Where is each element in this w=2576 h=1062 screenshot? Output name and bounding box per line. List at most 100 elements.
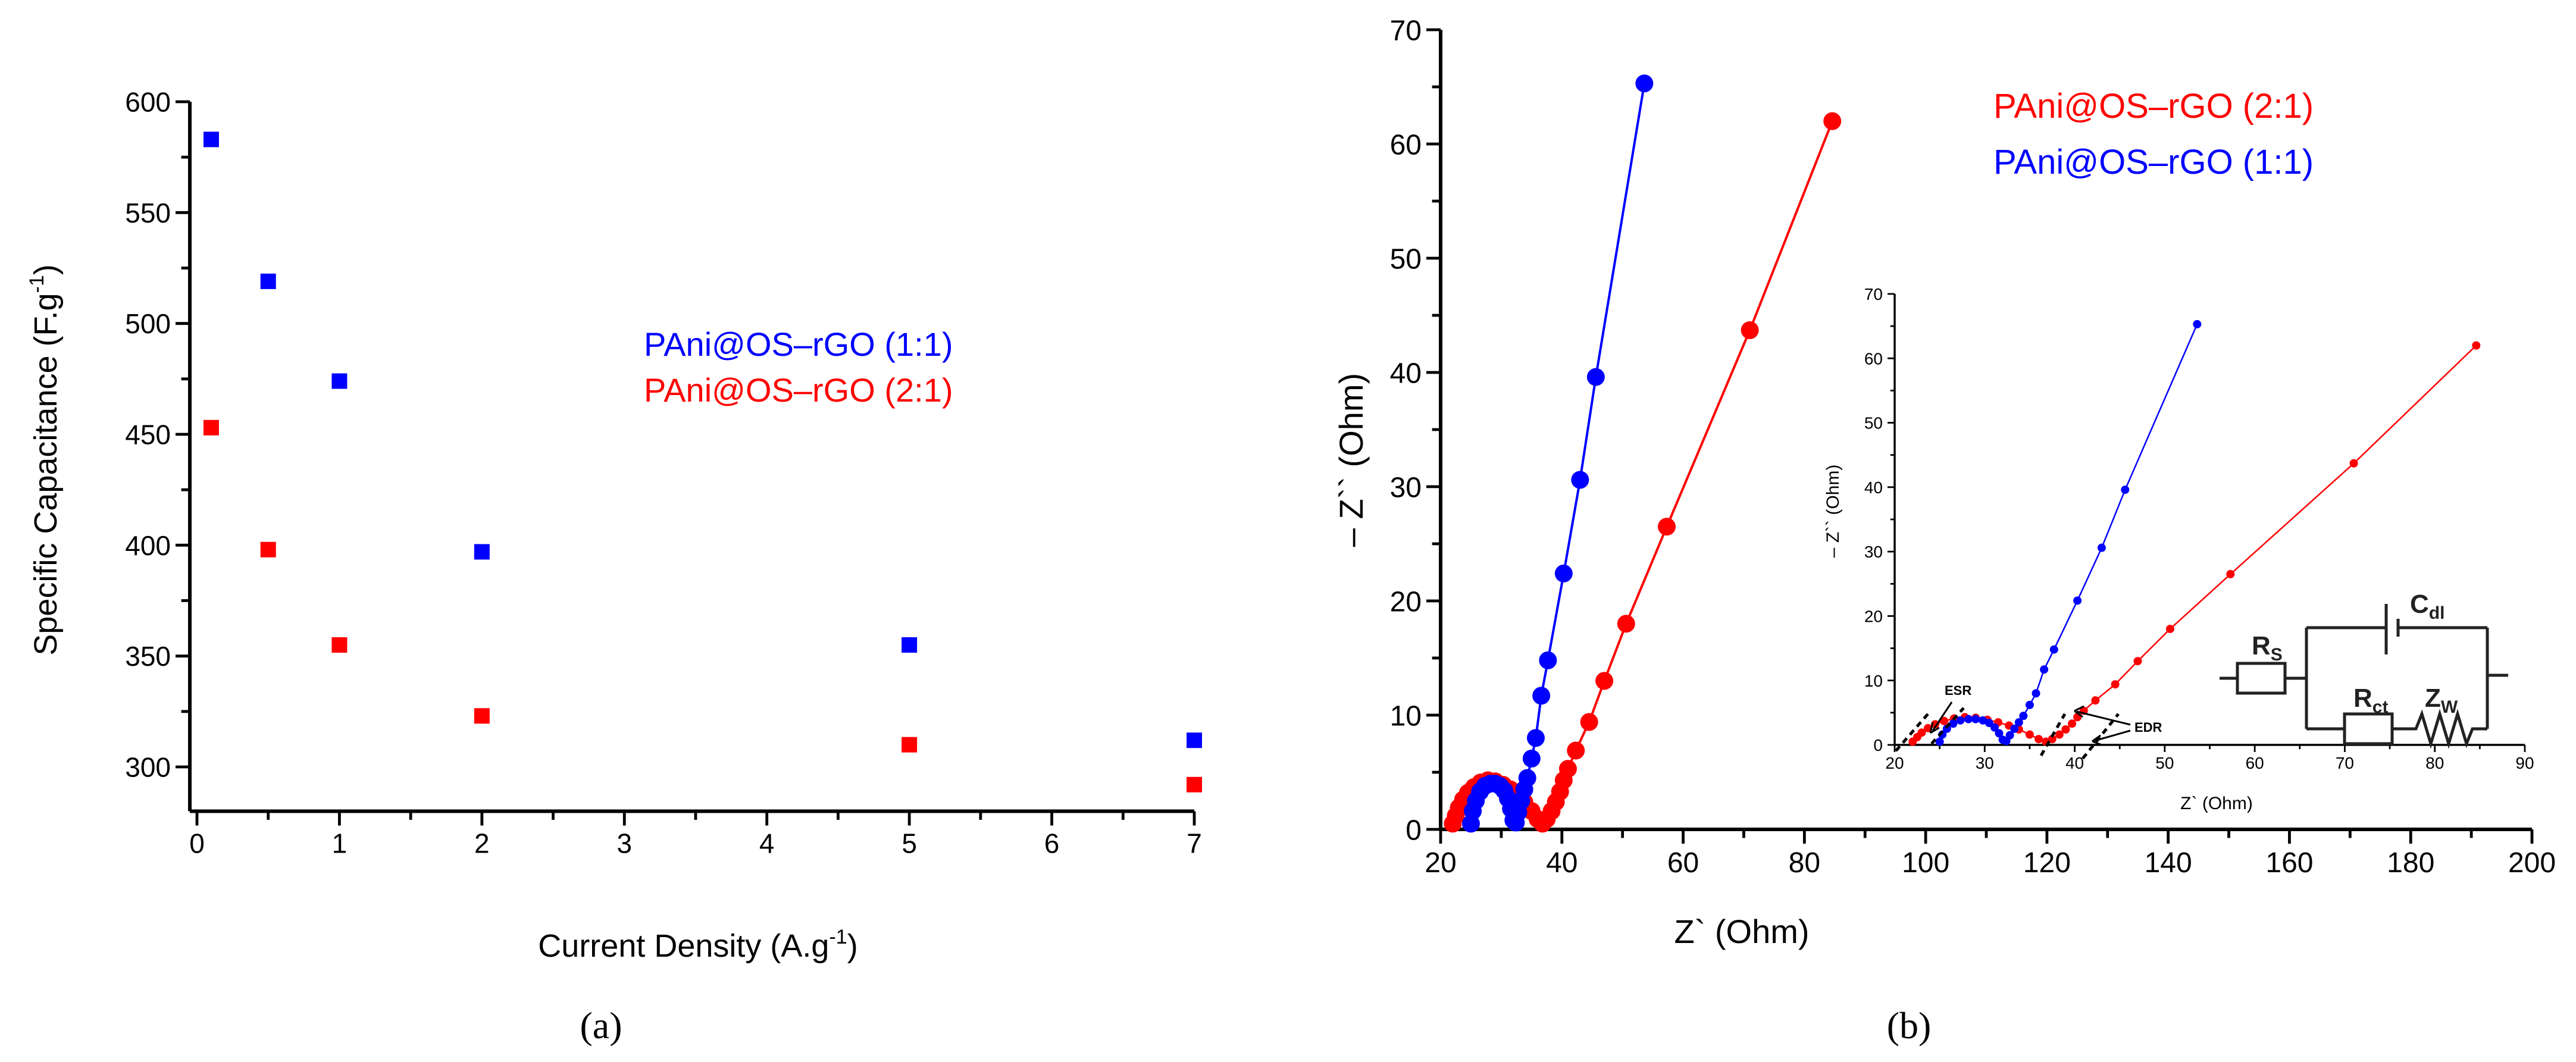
inset-data-point (1940, 716, 1949, 725)
inset-data-point (2034, 735, 2043, 744)
x-title-main: Current Density (A.g (538, 928, 829, 964)
inset-data-point (2097, 543, 2106, 552)
inset-data-point (2025, 730, 2034, 739)
panel-b-x-tick-label: 160 (2265, 847, 2313, 879)
panel-a-x-tick-label: 0 (189, 828, 205, 859)
panel-a-y-tick-label: 400 (125, 530, 171, 561)
panel-b-data-point (1658, 518, 1676, 536)
inset-data-point (1949, 719, 1958, 728)
panel-b-y-tick-label: 70 (1390, 15, 1422, 46)
panel-a-y-tick-label: 550 (125, 198, 171, 228)
panel-a-y-tick-label: 350 (125, 641, 171, 672)
panel-b-axes: 20 40 60 80 100 120 140 160 180 20001020304050607… (1390, 15, 2556, 879)
inset-data-point (2165, 625, 2174, 634)
panel-b-label: (b) (1887, 1004, 1932, 1047)
data-point-square-blue (1187, 732, 1202, 748)
y-title-main: Specific Capacitance (F.g (28, 293, 64, 655)
panel-b-x-tick-label: 200 (2508, 847, 2556, 879)
inset-x-tick-label: 90 (2515, 754, 2534, 772)
panel-a-x-tick-label: 6 (1044, 828, 1060, 859)
inset-data-point (2073, 596, 2082, 605)
inset-data-point (2121, 485, 2130, 494)
panel-a-y-axis-title: Specific Capacitance (F.g-1) (26, 264, 64, 656)
inset-edr-label: EDR (2134, 720, 2162, 735)
inset-annotation-arrows (1929, 701, 2131, 746)
panel-b-x-tick-label: 100 (1902, 847, 1949, 879)
inset-axes: 20 30 40 50 60 70 80 90 0 10 20 30 40 50 60 70 (1864, 285, 2534, 772)
panel-a-x-tick-label: 3 (616, 828, 632, 859)
inset-data-point (2226, 570, 2235, 579)
inset-data-point (2068, 719, 2077, 728)
panel-a-y-tick-label: 500 (125, 308, 171, 339)
panel-b-data-point (1586, 368, 1605, 386)
panel-b-x-tick-label: 60 (1667, 847, 1699, 879)
legend-b-blue: PAni@OS–rGO (1:1) (1993, 143, 2314, 181)
panel-b-y-tick-label: 10 (1390, 700, 1422, 732)
data-point-square-red (902, 737, 918, 753)
inset-data-point (1990, 723, 1999, 732)
panel-b-y-tick-label: 30 (1390, 472, 1422, 503)
inset-data-point (2014, 718, 2023, 727)
inset-data-point (2061, 725, 2070, 734)
inset-data-point (2019, 712, 2028, 720)
inset-x-axis-title: Z` (Ohm) (2180, 794, 2253, 813)
panel-b-data-point (1539, 651, 1557, 669)
inset-data-point (2472, 341, 2481, 350)
inset-data-point (1995, 729, 2004, 738)
panel-b-data-point (1526, 729, 1545, 747)
inset-data-point (1956, 716, 1965, 725)
inset-data-point (2040, 665, 2049, 674)
inset-data-point (1942, 724, 1951, 733)
panel-a-x-tick-label: 7 (1187, 828, 1202, 859)
y-title-end: ) (28, 264, 64, 275)
inset-y-tick-label: 40 (1864, 478, 1883, 497)
panel-b-data-point (1635, 74, 1654, 93)
panel-b-series-line (1451, 120, 1834, 826)
panel-a-marks (203, 131, 1202, 792)
panel-b-data-point (1617, 615, 1635, 633)
panel-b-y-tick-label: 0 (1406, 814, 1422, 846)
panel-a-x-axis-title: Current Density (A.g-1) (538, 926, 857, 964)
inset-fit-lines (1895, 707, 2120, 760)
rs-label: RS (2252, 631, 2283, 665)
y-title-sup: -1 (26, 275, 48, 293)
inset-series-line (1939, 324, 2198, 743)
panel-b-data-point (1823, 112, 1842, 130)
panel-a-x-tick-label: 5 (902, 828, 917, 859)
panel-b-x-tick-label: 20 (1425, 847, 1456, 879)
inset-data-point (1917, 728, 1926, 737)
panel-b-data-point (1571, 471, 1589, 489)
inset-data-point (1979, 716, 1987, 725)
inset-data-point (2048, 735, 2057, 744)
inset-data-point (2349, 459, 2358, 468)
panel-b-data-point (1532, 687, 1551, 705)
panel-b-x-tick-label: 40 (1546, 847, 1577, 879)
panel-b-data-point (1580, 713, 1598, 731)
inset-x-tick-label: 70 (2336, 754, 2354, 772)
inset-data-point (1923, 723, 1932, 732)
panel-a-y-tick-label: 300 (125, 752, 171, 783)
inset-data-point (2032, 689, 2040, 698)
inset-x-tick-label: 40 (2065, 754, 2084, 772)
inset-y-tick-label: 30 (1864, 543, 1883, 561)
panel-b-y-tick-label: 60 (1390, 129, 1422, 161)
panel-b-x-tick-label: 180 (2387, 847, 2434, 879)
inset-y-tick-label: 50 (1864, 414, 1883, 433)
inset-x-tick-label: 50 (2155, 754, 2174, 772)
inset-data-point (2133, 657, 2142, 666)
inset-x-tick-label: 30 (1976, 754, 1994, 772)
panel-a-x-tick-label: 1 (332, 828, 348, 859)
inset-data-point (2049, 645, 2058, 654)
inset-data-point (2055, 730, 2064, 739)
panel-b-data-point (1522, 749, 1541, 767)
inset-y-tick-label: 60 (1864, 349, 1883, 368)
data-point-square-blue (203, 131, 219, 148)
inset-chart: 20 30 40 50 60 70 80 90 0 10 20 30 40 50 60 70 – Z`` (O… (1823, 285, 2534, 813)
inset-data-point (1931, 720, 1940, 729)
rct-resistor (2343, 712, 2394, 745)
inset-data-point (2010, 724, 2019, 733)
inset-y-tick-label: 10 (1864, 672, 1883, 690)
legend-a-red: PAni@OS–rGO (2:1) (644, 371, 953, 409)
inset-data-point (1971, 715, 1980, 723)
